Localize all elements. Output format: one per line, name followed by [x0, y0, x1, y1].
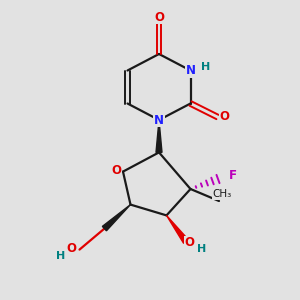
- Text: O: O: [154, 11, 164, 24]
- Text: H: H: [56, 251, 65, 261]
- Text: O: O: [111, 164, 122, 177]
- Text: H: H: [197, 244, 206, 254]
- Text: N: N: [185, 64, 196, 77]
- Text: N: N: [154, 113, 164, 127]
- Text: O: O: [219, 110, 229, 124]
- Text: O: O: [66, 242, 76, 255]
- Polygon shape: [156, 120, 162, 152]
- Polygon shape: [167, 215, 188, 243]
- Text: H: H: [201, 62, 210, 73]
- Polygon shape: [102, 205, 130, 231]
- Text: CH₃: CH₃: [212, 189, 232, 200]
- Text: F: F: [229, 169, 236, 182]
- Text: O: O: [184, 236, 195, 250]
